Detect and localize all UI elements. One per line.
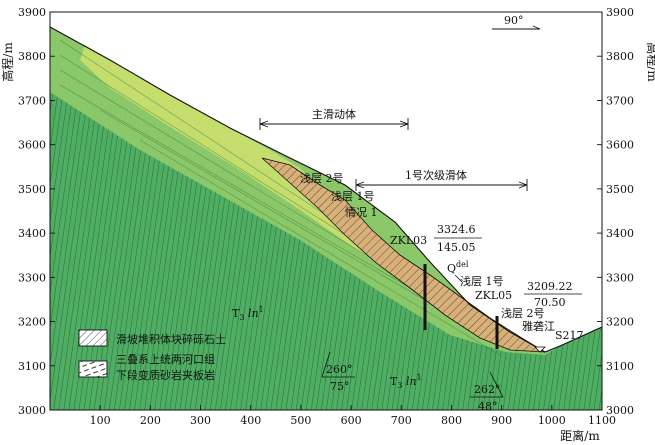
pale-band — [80, 45, 420, 292]
y-tick-label-right: 3400 — [606, 227, 634, 240]
y-tick-label-right: 3500 — [606, 183, 634, 196]
y-tick-label-left: 3200 — [18, 316, 46, 329]
y-tick-label-right: 3000 — [606, 404, 634, 417]
y-axis-right-ticks: 3000 3100 3200 3300 3400 3500 3600 3700 3800 3900 — [597, 6, 634, 417]
qdel-label: Qdel — [447, 260, 469, 275]
y-tick-label-right: 3600 — [606, 139, 634, 152]
river-label: 雅砻江 — [522, 319, 555, 333]
x-tick-label: 100 — [90, 414, 111, 427]
x-tick-label: 700 — [391, 414, 412, 427]
attitude-1-dip-angle: 75° — [330, 380, 350, 393]
geology-layers — [50, 26, 602, 410]
attitude-1-dip-direction: 260° — [326, 363, 353, 376]
y-tick-label-left: 3100 — [18, 360, 46, 373]
x-axis-title: 距离/m — [560, 428, 600, 443]
y-tick-label-left: 3400 — [18, 227, 46, 240]
situation-1-label: 情况 1 — [345, 206, 378, 219]
shallow-2-upper-label: 浅层 2号 — [300, 172, 344, 185]
x-tick-label: 500 — [290, 414, 311, 427]
legend-label-rock-1: 三叠系上统两河口组 — [116, 352, 215, 366]
x-tick-label: 200 — [140, 414, 161, 427]
attitude-2: 262° 48° — [470, 371, 504, 413]
y-axis-left-title: 高程/m — [0, 42, 15, 82]
x-tick-label: 800 — [441, 414, 462, 427]
y-tick-label-right: 3200 — [606, 316, 634, 329]
borehole-zkl03-elevation: 3324.6 — [437, 223, 476, 236]
y-tick-label-left: 3600 — [18, 139, 46, 152]
y-tick-label-left: 3800 — [18, 50, 46, 63]
borehole-zkl03-name: ZKL03 — [390, 234, 427, 247]
secondary-slide-dimension — [355, 179, 528, 191]
y-tick-label-right: 3300 — [606, 271, 634, 284]
main-slide-label: 主滑动体 — [312, 107, 356, 121]
x-tick-label: 900 — [491, 414, 512, 427]
y-tick-label-right: 3700 — [606, 94, 634, 107]
orientation-label: 90° — [504, 14, 524, 27]
x-tick-label: 1100 — [588, 414, 616, 427]
legend: 滑坡堆积体块碎砾石土 三叠系上统两河口组 下段变质砂岩夹板岩 — [78, 329, 226, 382]
y-tick-label-right: 3900 — [606, 6, 634, 19]
legend-swatch-deposit — [78, 329, 108, 347]
y-axis-right-title: 高程/m — [645, 42, 655, 82]
legend-label-deposit: 滑坡堆积体块碎砾石土 — [116, 332, 226, 346]
x-tick-label: 1000 — [538, 414, 566, 427]
strata-label-lower: T3 ln1 — [390, 373, 422, 390]
qdel-leader — [454, 274, 463, 283]
shallow-1-upper-label: 浅层 1号 — [331, 190, 375, 203]
strata-label-upper: T3 ln1 — [232, 305, 264, 322]
secondary-slide-label: 1号次级滑体 — [405, 168, 467, 182]
legend-swatch-rock — [78, 360, 108, 378]
y-tick-label-left: 3500 — [18, 183, 46, 196]
x-axis-ticks: 100 200 300 400 500 600 700 800 900 1000 1100 — [90, 405, 616, 427]
y-tick-label-left: 3700 — [18, 94, 46, 107]
x-tick-label: 400 — [240, 414, 261, 427]
attitude-2-dip-direction: 262° — [474, 383, 501, 396]
attitude-2-dip-angle: 48° — [478, 400, 498, 413]
road-label: S217 — [555, 329, 584, 342]
orientation-marker: 90° — [492, 14, 541, 30]
shallow-1-lower-label: 浅层 1号 — [460, 275, 504, 288]
shallow-2-lower-label: 浅层 2号 — [501, 307, 545, 320]
legend-label-rock-2: 下段变质砂岩夹板岩 — [116, 368, 215, 382]
y-tick-label-right: 3800 — [606, 50, 634, 63]
x-tick-label: 600 — [341, 414, 362, 427]
borehole-zkl05-depth: 70.50 — [534, 296, 566, 309]
y-axis-left-ticks: 3000 3100 3200 3300 3400 3500 3600 3700 3800 3900 — [18, 6, 55, 417]
plot-frame — [49, 11, 603, 411]
y-tick-label-left: 3000 — [18, 404, 46, 417]
y-tick-label-left: 3300 — [18, 271, 46, 284]
main-slide-dimension — [259, 118, 409, 130]
attitude-1: 260° 75° — [321, 351, 355, 393]
y-tick-label-right: 3100 — [606, 360, 634, 373]
ground-surface — [50, 26, 602, 353]
borehole-zkl05-elevation: 3209.22 — [527, 280, 573, 293]
river-marker — [534, 346, 546, 353]
borehole-zkl03-depth: 145.05 — [437, 241, 476, 254]
x-tick-label: 300 — [190, 414, 211, 427]
borehole-zkl05-name: ZKL05 — [475, 289, 512, 302]
y-tick-label-left: 3900 — [18, 6, 46, 19]
